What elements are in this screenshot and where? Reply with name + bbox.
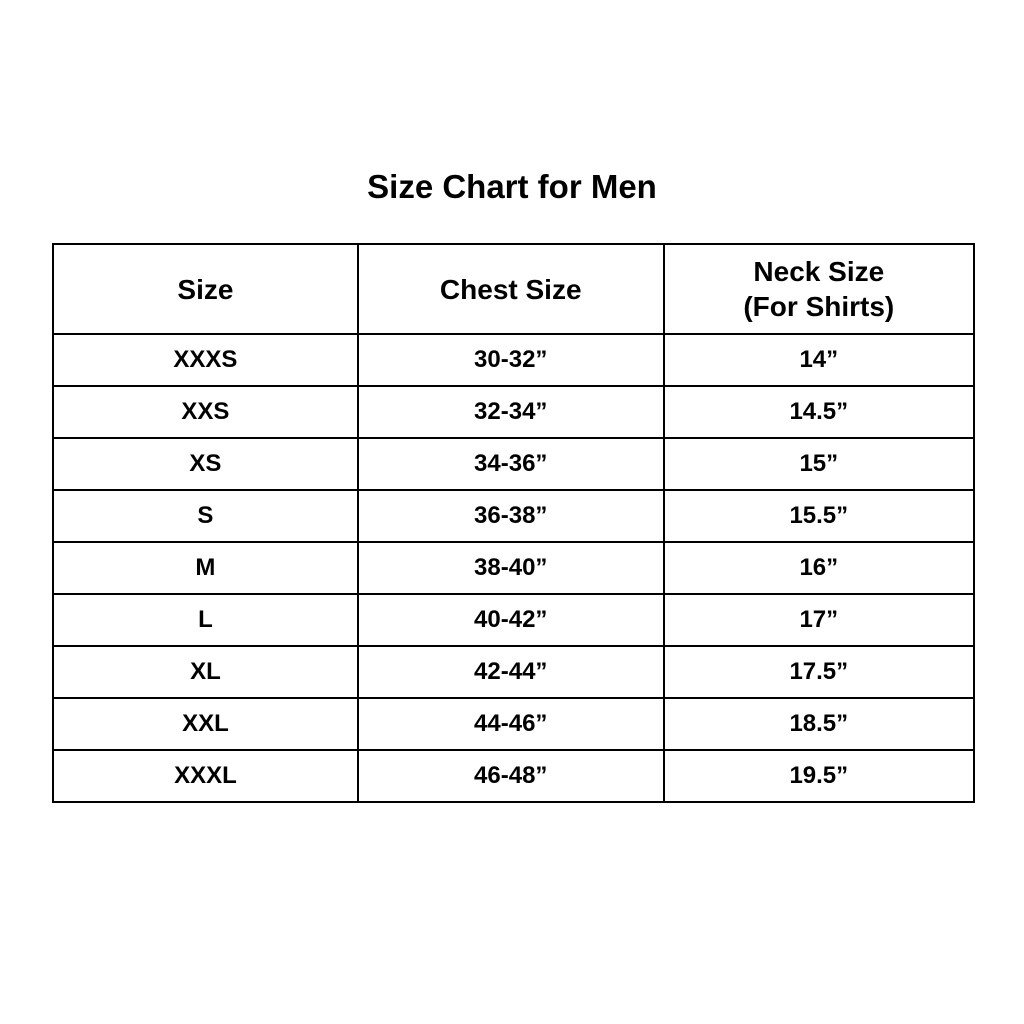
neck-size-cell: 16”: [662, 541, 976, 595]
neck-size-cell: 15.5”: [662, 489, 976, 543]
neck-size-cell: 19.5”: [662, 749, 976, 803]
neck-size-cell: 14”: [662, 333, 976, 387]
size-cell: XXXS: [52, 333, 359, 387]
table-row: XXS 32-34” 14.5”: [52, 385, 976, 439]
table-body: XXXS 30-32” 14” XXS 32-34” 14.5” XS 34-36” 15” S 3…: [52, 333, 976, 803]
chest-size-cell: 34-36”: [356, 437, 665, 491]
size-cell: L: [52, 593, 359, 647]
header-row: Size Chest Size Neck Size (For Shirts): [52, 243, 976, 335]
header-size: Size: [52, 243, 359, 335]
size-cell: XL: [52, 645, 359, 699]
table-row: M 38-40” 16”: [52, 541, 976, 595]
header-chest-size: Chest Size: [356, 243, 665, 335]
table-row: XL 42-44” 17.5”: [52, 645, 976, 699]
chest-size-cell: 44-46”: [356, 697, 665, 751]
chest-size-cell: 46-48”: [356, 749, 665, 803]
table-row: XXXS 30-32” 14”: [52, 333, 976, 387]
chest-size-cell: 38-40”: [356, 541, 665, 595]
size-cell: XXS: [52, 385, 359, 439]
page-title: Size Chart for Men: [367, 168, 657, 205]
size-chart-table: Size Chest Size Neck Size (For Shirts) X…: [52, 243, 976, 803]
chest-size-cell: 30-32”: [356, 333, 665, 387]
chest-size-cell: 40-42”: [356, 593, 665, 647]
header-neck-size: Neck Size (For Shirts): [662, 243, 976, 335]
neck-size-cell: 17.5”: [662, 645, 976, 699]
size-cell: XS: [52, 437, 359, 491]
size-cell: S: [52, 489, 359, 543]
table-row: XS 34-36” 15”: [52, 437, 976, 491]
size-cell: XXL: [52, 697, 359, 751]
chest-size-cell: 36-38”: [356, 489, 665, 543]
size-cell: M: [52, 541, 359, 595]
neck-size-cell: 17”: [662, 593, 976, 647]
header-neck-size-line1: Neck Size: [753, 256, 885, 287]
neck-size-cell: 18.5”: [662, 697, 976, 751]
table-row: XXXL 46-48” 19.5”: [52, 749, 976, 803]
table-row: S 36-38” 15.5”: [52, 489, 976, 543]
table-row: L 40-42” 17”: [52, 593, 976, 647]
neck-size-cell: 14.5”: [662, 385, 976, 439]
header-neck-size-line2: (For Shirts): [743, 291, 895, 322]
chest-size-cell: 32-34”: [356, 385, 665, 439]
size-cell: XXXL: [52, 749, 359, 803]
chest-size-cell: 42-44”: [356, 645, 665, 699]
table-row: XXL 44-46” 18.5”: [52, 697, 976, 751]
table-header: Size Chest Size Neck Size (For Shirts): [52, 243, 976, 335]
neck-size-cell: 15”: [662, 437, 976, 491]
